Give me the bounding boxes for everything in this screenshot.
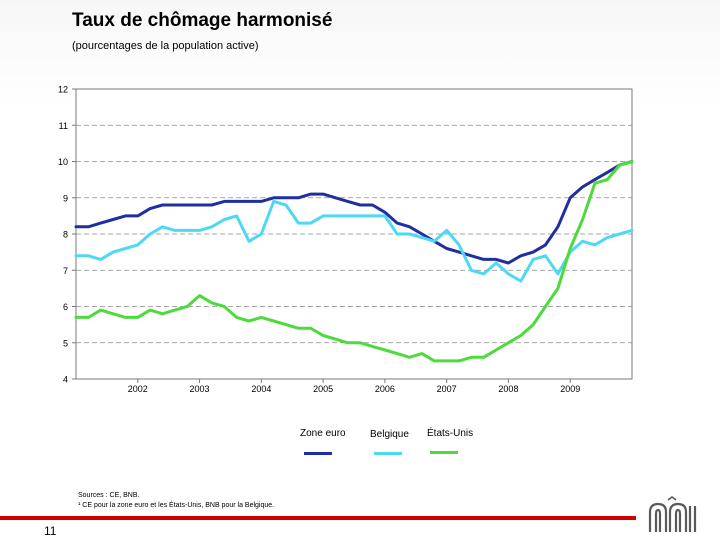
sources-note: Sources : CE, BNB. ¹ CE pour la zone eur…	[78, 491, 274, 511]
y-tick-label: 6	[63, 302, 68, 312]
x-axis-ticks: 2002 2003 2004 2005 2006 2007 2008 2009	[128, 379, 580, 394]
y-axis-ticks: 4 5 6 7 8 9 10 11 12	[58, 85, 76, 385]
legend-line-zone-euro	[304, 452, 332, 455]
legend-line-etats-unis	[430, 451, 458, 454]
series-line-belgique	[74, 199, 634, 283]
gridlines	[76, 124, 632, 344]
page-number: 11	[44, 524, 57, 538]
x-tick-label: 2003	[190, 384, 210, 394]
bottom-accent-bar	[0, 516, 636, 520]
legend-label-zone-euro: Zone euro	[300, 428, 346, 439]
sources-line-2: ¹ CE pour la zone euro et les États-Unis…	[78, 502, 275, 509]
y-tick-label: 10	[58, 157, 68, 167]
y-tick-label: 4	[63, 375, 68, 385]
x-tick-label: 2005	[313, 384, 333, 394]
x-tick-label: 2009	[560, 384, 580, 394]
y-tick-label: 12	[58, 85, 68, 95]
x-tick-label: 2006	[375, 384, 395, 394]
y-tick-label: 7	[63, 266, 68, 276]
chart-subtitle: (pourcentages de la population active)	[72, 40, 259, 52]
y-tick-label: 8	[63, 230, 68, 240]
x-tick-label: 2002	[128, 384, 148, 394]
x-tick-label: 2008	[498, 384, 518, 394]
y-tick-label: 11	[59, 121, 68, 131]
sources-line-1: Sources : CE, BNB.	[78, 492, 140, 499]
x-tick-label: 2007	[437, 384, 457, 394]
legend-line-belgique	[374, 452, 402, 455]
series-line-etats-unis	[74, 160, 634, 363]
x-tick-label: 2004	[251, 384, 271, 394]
y-tick-label: 9	[63, 193, 68, 203]
series-lines	[74, 160, 634, 363]
y-tick-label: 5	[63, 338, 68, 348]
chart-title: Taux de chômage harmonisé	[72, 10, 333, 31]
legend-label-belgique: Belgique	[370, 429, 409, 440]
nbb-logo-icon	[648, 496, 697, 532]
legend-label-etats-unis: États-Unis	[427, 428, 474, 439]
series-line-zone-euro	[74, 160, 634, 265]
